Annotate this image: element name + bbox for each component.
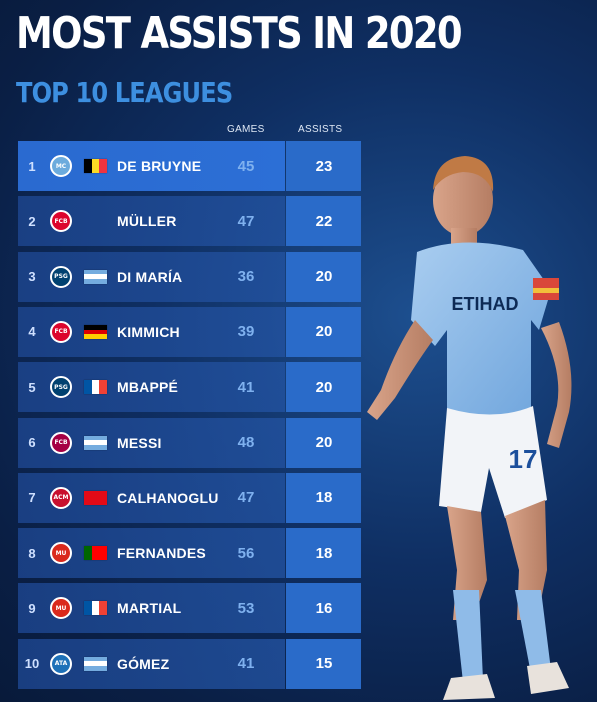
games-value: 48	[237, 434, 255, 451]
games-value: 41	[237, 378, 255, 396]
rank-label: 9	[28, 600, 36, 616]
assist-cell-background	[286, 417, 361, 468]
france-flag-icon	[84, 380, 108, 395]
player-name: CALHANOGLU	[117, 489, 219, 506]
player-name: MÜLLER	[117, 213, 177, 230]
page-title: MOST ASSISTS IN 2020	[16, 8, 463, 59]
rank-label: 2	[28, 213, 36, 229]
rank-label: 3	[28, 269, 36, 285]
belgium-flag-icon	[84, 159, 108, 173]
table-row: 3 PSG DI MARÍA 36 20	[18, 251, 361, 302]
argentina-flag-icon	[84, 656, 107, 671]
rank-label: 5	[28, 379, 36, 395]
assists-value: 20	[315, 434, 333, 451]
atalanta-badge-icon: ATA	[50, 652, 72, 675]
rank-label: 4	[28, 324, 36, 340]
rank-label: 8	[28, 545, 36, 561]
assists-value: 23	[315, 157, 333, 175]
games-value: 47	[237, 489, 255, 507]
argentina-flag-icon	[84, 435, 107, 450]
games-value: 36	[237, 268, 255, 286]
assists-value: 20	[315, 323, 333, 341]
assists-value: 22	[315, 212, 333, 230]
player-name: MARTIAL	[117, 600, 182, 617]
table-row: 1 MC DE BRUYNE 45 23	[18, 141, 361, 191]
assist-cell-background	[286, 306, 361, 357]
games-column-header: GAMES	[227, 124, 265, 135]
table-row: 5 PSG MBAPPÉ 41 20	[18, 362, 361, 413]
svg-text:17: 17	[509, 444, 538, 474]
bayern-badge-icon: FCB	[50, 210, 72, 233]
games-value: 56	[237, 544, 255, 562]
assist-cell-background	[286, 638, 361, 689]
sporting-man-utd-badges-icon: MU	[50, 542, 72, 565]
games-value: 53	[237, 599, 255, 617]
player-name: FERNANDES	[117, 545, 206, 562]
player-name: GÓMEZ	[117, 655, 170, 672]
portugal-flag-icon	[84, 546, 108, 561]
man-city-badge-icon: MC	[50, 155, 72, 177]
table-row: 4 FCB KIMMICH 39 20	[18, 306, 361, 357]
table-row: 2 FCB MÜLLER 47 22	[18, 196, 361, 247]
assist-cell-background	[286, 472, 361, 523]
table-row: 8 MU FERNANDES 56 18	[18, 528, 361, 579]
assists-value: 16	[315, 599, 333, 617]
assists-value: 20	[315, 268, 333, 286]
games-value: 47	[237, 212, 255, 230]
france-flag-icon	[84, 601, 108, 616]
player-name: KIMMICH	[117, 323, 180, 340]
rank-label: 10	[24, 656, 40, 672]
barcelona-badge-icon: FCB	[50, 431, 72, 454]
assists-value: 18	[315, 544, 333, 562]
turkey-flag-icon	[84, 490, 107, 505]
assist-cell-background	[286, 583, 361, 634]
assist-cell-background	[286, 528, 361, 579]
player-name: MESSI	[117, 434, 162, 451]
assist-cell-background	[286, 251, 361, 302]
milan-badge-icon: ACM	[50, 486, 72, 509]
rank-label: 6	[28, 435, 36, 450]
assists-value: 20	[315, 378, 333, 396]
germany-flag-icon	[84, 324, 107, 339]
rank-label: 7	[28, 490, 36, 506]
player-photo: ETIHAD 17	[367, 156, 572, 700]
svg-text:ETIHAD: ETIHAD	[452, 294, 519, 314]
table-row: 6 FCB MESSI 48 20	[18, 417, 361, 468]
player-name: DI MARÍA	[117, 268, 183, 285]
assist-cell-background	[286, 362, 361, 413]
table-row: 7 ACM CALHANOGLU 47 18	[18, 472, 361, 523]
games-value: 41	[237, 655, 255, 673]
table-row: 9 MU MARTIAL 53 16	[18, 583, 361, 634]
assists-value: 18	[315, 489, 333, 507]
rank-label: 1	[28, 158, 36, 174]
assists-column-header: ASSISTS	[298, 124, 343, 135]
assists-value: 15	[315, 655, 333, 673]
games-value: 39	[237, 323, 255, 341]
man-utd-badge-icon: MU	[50, 597, 72, 620]
table-row: 10 ATA GÓMEZ 41 15	[18, 638, 361, 689]
player-name: DE BRUYNE	[117, 158, 202, 174]
psg-badge-icon: PSG	[50, 376, 72, 399]
psg-badge-icon: PSG	[50, 265, 72, 288]
games-value: 45	[237, 157, 255, 175]
assist-cell-background	[286, 196, 361, 247]
argentina-flag-icon	[84, 269, 107, 284]
player-name: MBAPPÉ	[117, 379, 179, 396]
bayern-badge-icon: FCB	[50, 320, 72, 343]
page-subtitle: TOP 10 LEAGUES	[16, 76, 233, 109]
assist-cell-background	[286, 141, 361, 191]
